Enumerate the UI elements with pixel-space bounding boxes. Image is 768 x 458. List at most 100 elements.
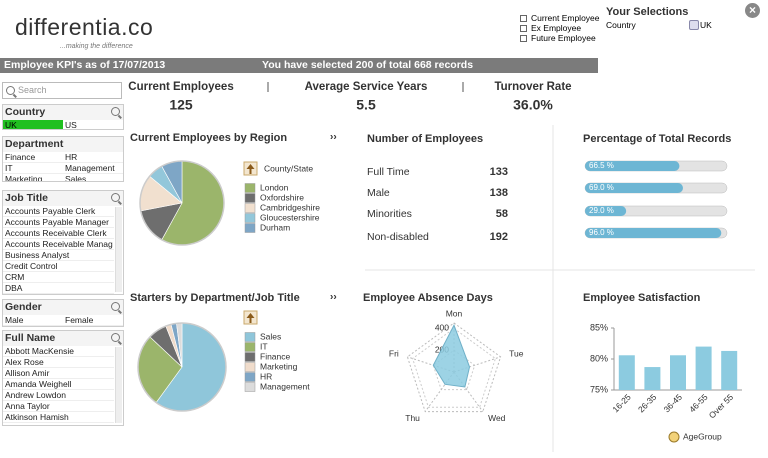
expand-icon[interactable]: ››: [330, 132, 337, 143]
filter-box: Country UK US: [2, 104, 124, 130]
kpi-value: 36.0%: [513, 97, 553, 113]
filter-items: UK US: [3, 120, 123, 129]
value-label: 96.0 %: [589, 228, 614, 237]
kpi-value: 125: [169, 97, 193, 113]
filter-item[interactable]: DBA: [3, 283, 114, 294]
category-label: Mon: [446, 308, 463, 318]
y-tick-label: 75%: [590, 384, 608, 394]
filter-item[interactable]: Alex Rose: [3, 357, 114, 368]
filter-title: Department: [3, 137, 123, 152]
checkbox[interactable]: [520, 34, 527, 42]
clear-icon[interactable]: [689, 20, 699, 30]
selection-value: UK: [700, 20, 712, 30]
chart-title: Starters by Department/Job Title: [130, 292, 300, 304]
filter-item[interactable]: Allison Amir: [3, 368, 114, 379]
checkbox-row[interactable]: Ex Employee: [520, 23, 600, 33]
checkbox-row[interactable]: Current Employee: [520, 13, 600, 23]
search-icon[interactable]: [111, 302, 120, 311]
legend-swatch: [244, 203, 256, 213]
x-axis-label: AgeGroup: [683, 431, 722, 441]
filter-item[interactable]: Finance Director: [3, 294, 114, 295]
row-value: 133: [490, 166, 508, 178]
filter-item[interactable]: Marketing: [3, 174, 63, 181]
filter-items: Accounts Payable Clerk Accounts Payable M…: [3, 206, 114, 295]
legend-swatch: [244, 193, 256, 203]
row-value: 138: [490, 187, 508, 199]
legend-label: Oxfordshire: [260, 192, 304, 202]
value-label: 29.0 %: [589, 206, 614, 215]
filter-item[interactable]: Atkinson Hamish: [3, 412, 114, 423]
checkbox-label: Ex Employee: [531, 23, 582, 33]
kpi-label: Average Service Years: [305, 81, 428, 93]
filter-box: Job Title Accounts Payable Clerk Accounts …: [2, 190, 124, 295]
checkbox[interactable]: [520, 14, 527, 22]
filter-item[interactable]: US: [63, 120, 123, 129]
filter-item[interactable]: UK: [3, 120, 63, 129]
search-icon[interactable]: [111, 107, 120, 116]
legend-label: IT: [260, 341, 268, 351]
banner-left: Employee KPI's as of 17/07/2013: [4, 59, 166, 71]
legend-label: Durham: [260, 222, 290, 232]
filter-item[interactable]: CRM: [3, 272, 114, 283]
filter-box: Full Name Abbott MacKensie Alex Rose Alliso…: [2, 330, 124, 426]
filter-box: Gender Male Female: [2, 299, 124, 327]
search-icon[interactable]: [111, 333, 120, 342]
bar: [695, 346, 712, 390]
filter-item[interactable]: Accounts Payable Clerk: [3, 206, 114, 217]
chart-title: Percentage of Total Records: [583, 133, 731, 145]
category-label: Thu: [405, 413, 420, 423]
filter-item[interactable]: Female: [63, 315, 123, 326]
filter-item[interactable]: Amanda Weighell: [3, 379, 114, 390]
legend-swatch: [244, 213, 256, 223]
close-button[interactable]: ×: [745, 3, 760, 18]
legend-label: Gloucestershire: [260, 212, 320, 222]
search-icon: [6, 86, 15, 95]
filter-items: Finance HR IT Management Marketing Sales: [3, 152, 123, 181]
banner: [0, 58, 598, 73]
pie-rim: [137, 322, 227, 412]
legend-swatch: [244, 342, 256, 352]
value-label: 69.0 %: [589, 183, 614, 192]
filter-item[interactable]: Anna Taylor: [3, 401, 114, 412]
bar: [644, 367, 661, 390]
value-label: 66.5 %: [589, 161, 614, 170]
checkbox-label: Current Employee: [531, 13, 600, 23]
legend-swatch: [244, 352, 256, 362]
filter-item[interactable]: Accounts Receivable Manag: [3, 239, 114, 250]
x-tick-label: 36-45: [662, 392, 685, 415]
filter-item[interactable]: Male: [3, 315, 63, 326]
filter-item[interactable]: Abbott MacKensie: [3, 346, 114, 357]
filter-item[interactable]: Credit Control: [3, 261, 114, 272]
filter-item[interactable]: Baldwin Myles: [3, 423, 114, 425]
filter-item[interactable]: Accounts Payable Manager: [3, 217, 114, 228]
search-icon[interactable]: [111, 193, 120, 202]
filter-item[interactable]: Finance: [3, 152, 63, 163]
legend-label: Marketing: [260, 361, 298, 371]
filter-item[interactable]: Accounts Receivable Clerk: [3, 228, 114, 239]
pie-rim: [139, 160, 225, 246]
search-box[interactable]: Search: [2, 82, 122, 99]
filter-item[interactable]: IT: [3, 163, 63, 174]
dimension-icon[interactable]: [668, 431, 680, 443]
checkbox[interactable]: [520, 24, 527, 32]
legend-label: HR: [260, 371, 272, 381]
kpi-label: Current Employees: [128, 81, 233, 93]
search-placeholder: Search: [18, 85, 47, 95]
grid-line: [432, 349, 476, 391]
bar: [585, 161, 680, 171]
expand-icon[interactable]: ››: [330, 292, 337, 303]
category-label: Wed: [488, 413, 506, 423]
legend-swatch: [244, 332, 256, 342]
filter-item[interactable]: Management: [63, 163, 123, 174]
filter-item[interactable]: Business Analyst: [3, 250, 114, 261]
checkbox-label: Future Employee: [531, 33, 596, 43]
filter-item[interactable]: Andrew Lowdon: [3, 390, 114, 401]
tagline: ...making the difference: [60, 43, 133, 50]
checkbox-row[interactable]: Future Employee: [520, 33, 600, 43]
legend-title: County/State: [264, 163, 313, 173]
filter-item[interactable]: Sales: [63, 174, 123, 181]
y-tick-label: 85%: [590, 322, 608, 332]
filter-item[interactable]: HR: [63, 152, 123, 163]
row-label: Non-disabled: [367, 231, 429, 243]
